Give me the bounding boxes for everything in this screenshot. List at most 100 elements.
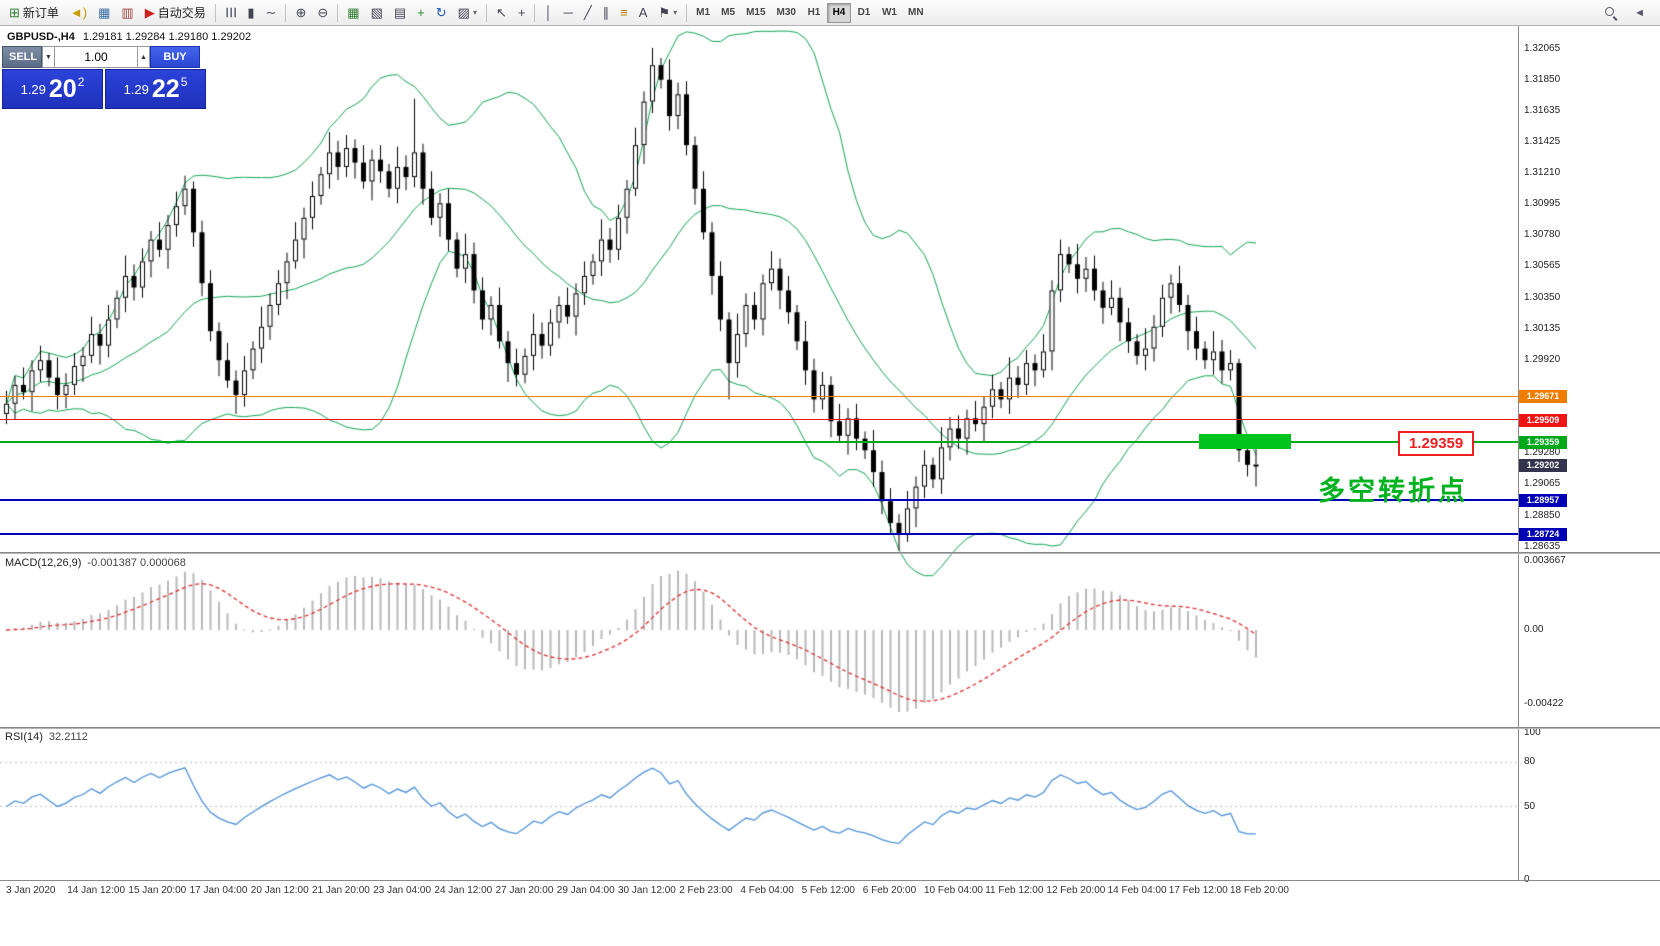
text-button[interactable]: A [634, 2, 653, 24]
search-button[interactable] [1598, 2, 1623, 24]
zoom-out-button[interactable]: ⊖ [312, 2, 333, 24]
time-axis-label: 23 Jan 04:00 [373, 885, 432, 896]
horizontal-line-1.29509[interactable] [0, 419, 1518, 421]
time-axis-label: 17 Jan 04:00 [189, 885, 248, 896]
time-axis-label: 20 Jan 12:00 [250, 885, 309, 896]
alerts-horn-button[interactable]: ◄) [65, 2, 92, 24]
price-axis-label: 1.28850 [1524, 509, 1561, 521]
horizontal-line-1.28957[interactable] [0, 499, 1518, 502]
price-axis-label: 1.32065 [1524, 42, 1561, 54]
time-axis[interactable]: 3 Jan 2020 14 Jan 12:00 15 Jan 20:00 17 Jan… [0, 881, 1660, 905]
rsi-scale-label: 80 [1524, 756, 1536, 768]
cursor-button[interactable]: ↖ [491, 2, 512, 24]
time-axis-label: 6 Feb 20:00 [862, 885, 917, 896]
trendline-button[interactable]: ╱ [579, 2, 597, 24]
volume-decrease-button[interactable]: ▼ [42, 46, 55, 68]
new-order-button[interactable]: ⊞ 新订单 [4, 2, 64, 24]
price-axis-label: 1.31850 [1524, 73, 1561, 85]
timeframe-m15-button[interactable]: M15 [741, 3, 770, 23]
auto-trading-button[interactable]: ▶ 自动交易 [140, 2, 211, 24]
zoom-in-icon: ⊕ [295, 5, 307, 20]
channel-button[interactable]: ∥ [598, 2, 615, 24]
indicators-button[interactable]: + [412, 2, 430, 24]
turning-point-note[interactable]: 多空转折点 [1318, 476, 1468, 506]
charts-window-button[interactable]: ▦ [93, 2, 115, 24]
time-axis-label: 12 Feb 20:00 [1046, 885, 1106, 896]
charts-window-icon: ▦ [98, 5, 111, 20]
macd-scale-label: -0.00422 [1524, 698, 1564, 709]
time-axis-label: 14 Feb 04:00 [1107, 885, 1167, 896]
trade-panel-prices: 1.29 20 2 1.29 22 5 [2, 69, 206, 109]
timeframe-m1-button[interactable]: M1 [691, 3, 715, 23]
toolbar-separator [214, 3, 216, 22]
arrange-windows-button[interactable]: ▤ [389, 2, 411, 24]
trendline-icon: ╱ [583, 5, 592, 20]
collapse-panel-button[interactable]: ◄ [1629, 2, 1650, 24]
market-watch-icon: ▥ [121, 5, 134, 20]
line-chart-icon: ∼ [265, 5, 277, 20]
cascade-windows-button[interactable]: ▧ [366, 2, 388, 24]
channel-icon: ∥ [602, 5, 610, 20]
price-badge-1.28957: 1.28957 [1519, 494, 1567, 508]
buy-button[interactable]: BUY [150, 46, 200, 68]
panel-separator-rsi[interactable] [0, 727, 1660, 729]
time-axis-label: 5 Feb 12:00 [801, 885, 855, 896]
current-price-badge: 1.29202 [1519, 458, 1567, 472]
panel-separator-macd[interactable] [0, 552, 1660, 554]
fibonacci-button[interactable]: ≡ [615, 2, 633, 24]
market-watch-button[interactable]: ▥ [116, 2, 138, 24]
arrows-objects-button[interactable]: ⚑ ▾ [653, 2, 682, 24]
price-axis[interactable]: 1.32065 1.31850 1.31635 1.31425 1.31210 1.309… [1518, 26, 1660, 885]
timeframe-m30-button[interactable]: M30 [772, 3, 801, 23]
buy-price-box[interactable]: 1.29 22 5 [105, 69, 206, 109]
time-axis-label: 18 Feb 20:00 [1230, 885, 1289, 896]
time-axis-label: 24 Jan 12:00 [434, 885, 493, 896]
search-icon [1603, 5, 1618, 20]
timeframe-h4-button[interactable]: H4 [826, 2, 851, 23]
timeframe-mn-button[interactable]: MN [903, 3, 929, 23]
bar-chart-button[interactable]: ☰ [220, 2, 242, 24]
time-axis-label: 27 Jan 20:00 [495, 885, 554, 896]
time-axis-label: 15 Jan 20:00 [128, 885, 187, 896]
horizontal-line-button[interactable]: ─ [559, 2, 578, 24]
timeframe-d1-button[interactable]: D1 [852, 3, 876, 23]
sell-price-box[interactable]: 1.29 20 2 [2, 69, 103, 109]
candlestick-chart-button[interactable]: ▮ [242, 2, 259, 24]
volume-input[interactable] [55, 46, 137, 68]
vertical-line-button[interactable]: │ [539, 2, 557, 24]
tile-windows-button[interactable]: ▦ [342, 2, 364, 24]
highlight-rectangle[interactable] [1199, 434, 1291, 449]
horizontal-line-1.28724[interactable] [0, 532, 1518, 535]
vertical-line-icon: │ [544, 5, 553, 20]
templates-button[interactable]: ▨ ▾ [453, 2, 482, 24]
time-axis-label: 2 Feb 23:00 [679, 885, 733, 896]
macd-header: MACD(12,26,9) -0.001387 0.000068 [5, 557, 186, 569]
sell-price-main: 1.29 [20, 81, 46, 97]
volume-increase-button[interactable]: ▲ [137, 46, 150, 68]
toolbar-separator [485, 3, 487, 22]
horizontal-line-1.29671[interactable] [0, 395, 1518, 397]
price-axis-border [1518, 26, 1519, 880]
crosshair-button[interactable]: + [513, 2, 531, 24]
price-badge-1.29509: 1.29509 [1519, 413, 1567, 427]
trade-panel-controls: SELL ▼ ▲ BUY [2, 46, 206, 68]
price-axis-label: 1.30780 [1524, 229, 1561, 241]
navigator-refresh-button[interactable]: ↻ [431, 2, 452, 24]
timeframe-w1-button[interactable]: W1 [877, 3, 902, 23]
price-axis-label: 1.31210 [1524, 166, 1561, 178]
time-axis-label: 30 Jan 12:00 [618, 885, 676, 896]
price-axis-label: 1.28635 [1524, 540, 1561, 552]
zoom-in-button[interactable]: ⊕ [290, 2, 311, 24]
timeframe-h1-button[interactable]: H1 [802, 3, 826, 23]
price-callout-label[interactable]: 1.29359 [1398, 431, 1475, 456]
sell-button[interactable]: SELL [2, 46, 42, 68]
horizontal-line-1.29359[interactable] [0, 440, 1518, 443]
sell-price-pipette: 2 [77, 75, 85, 89]
price-axis-label: 1.29280 [1524, 447, 1561, 459]
rsi-value: 32.2112 [48, 731, 88, 743]
toolbar-buttons: ⊞ 新订单 ◄) ▦ ▥ ▶ 自动交易 ☰ ▮ ∼ ⊕ ⊖ ▦ ▧ ▤ + ↻ ▨ ▾ ↖ + │ ─ ╱ ∥ ≡ A ⚑ ▾ M1 M5 M… [4, 2, 929, 24]
timeframe-m5-button[interactable]: M5 [716, 3, 740, 23]
line-chart-button[interactable]: ∼ [261, 2, 282, 24]
